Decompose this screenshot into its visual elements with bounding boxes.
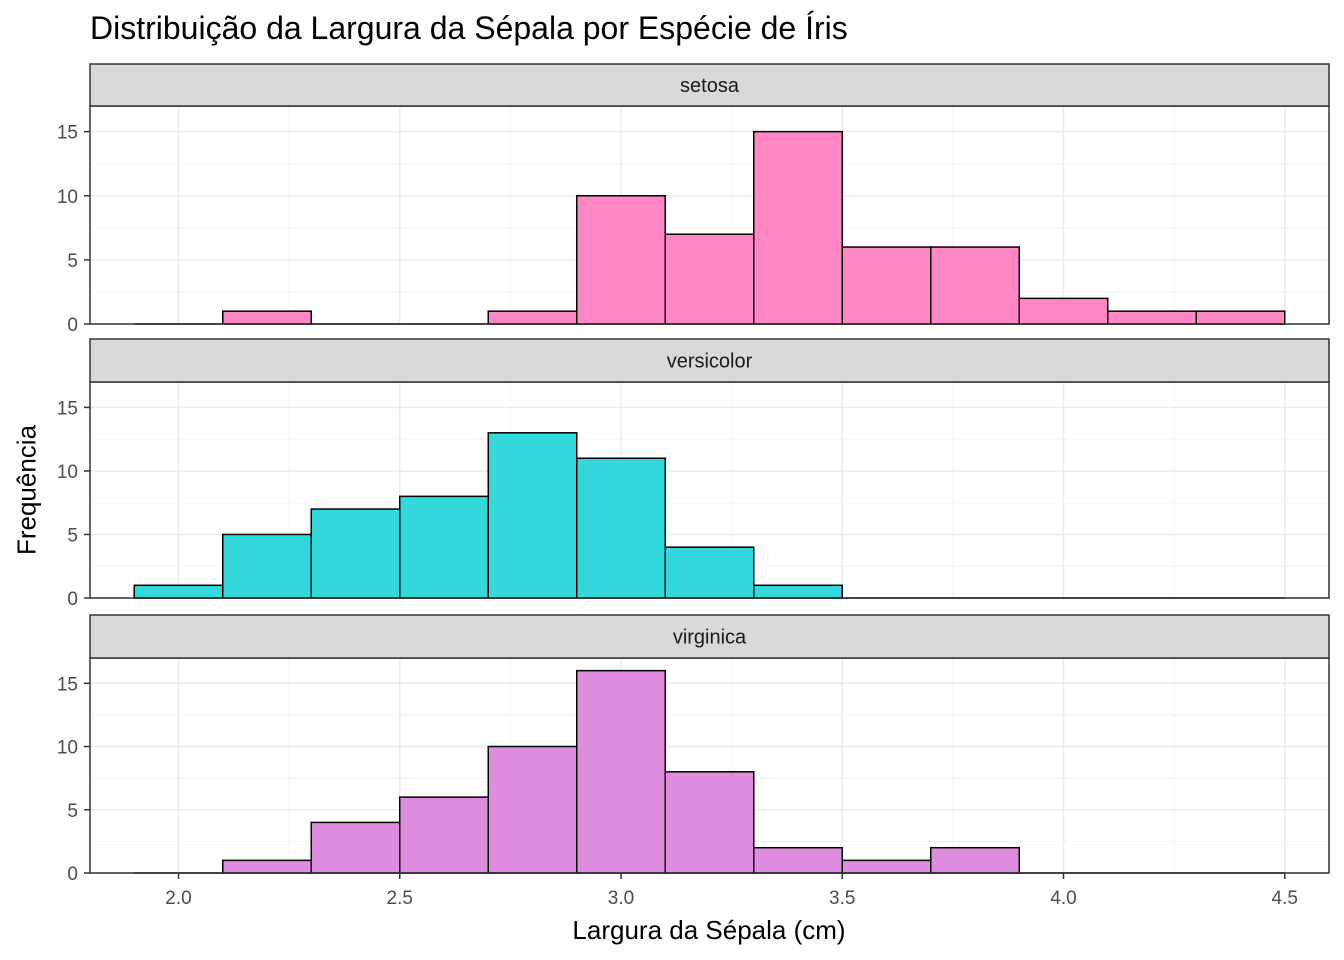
histogram-bar bbox=[487, 432, 578, 599]
x-tick-label: 2.5 bbox=[387, 888, 413, 909]
y-tick-label: 15 bbox=[57, 398, 78, 419]
histogram-bar bbox=[576, 669, 666, 874]
histogram-bar bbox=[664, 546, 755, 599]
y-tick-label: 15 bbox=[57, 123, 78, 144]
histogram-bar bbox=[753, 846, 843, 874]
y-tick-label: 5 bbox=[67, 251, 78, 272]
histogram-bar bbox=[1018, 297, 1109, 325]
histogram-bar bbox=[576, 195, 666, 325]
y-tick-label: 0 bbox=[67, 589, 78, 610]
histogram-bar bbox=[310, 821, 401, 874]
y-tick-label: 15 bbox=[57, 674, 78, 695]
facet-strip bbox=[89, 614, 1330, 659]
chart-title: Distribuição da Largura da Sépala por Es… bbox=[90, 10, 848, 46]
histogram-bar bbox=[399, 495, 489, 599]
histogram-bar bbox=[1107, 310, 1197, 325]
histogram-bar bbox=[222, 859, 312, 874]
y-tick-label: 10 bbox=[57, 462, 78, 483]
y-tick-label: 5 bbox=[67, 801, 78, 822]
histogram-bar bbox=[487, 745, 578, 874]
x-tick-label: 4.5 bbox=[1272, 888, 1298, 909]
x-tick-label: 3.0 bbox=[608, 888, 634, 909]
y-tick-label: 10 bbox=[57, 187, 78, 208]
histogram-bar bbox=[222, 310, 312, 325]
histogram-bar bbox=[576, 457, 666, 599]
histogram-bar bbox=[664, 233, 755, 325]
y-tick-label: 0 bbox=[67, 315, 78, 336]
y-tick-label: 10 bbox=[57, 738, 78, 759]
x-tick-label: 2.0 bbox=[165, 888, 191, 909]
histogram-bar bbox=[310, 508, 401, 599]
facet-strip-label: virginica bbox=[673, 627, 747, 649]
histogram-bar bbox=[930, 846, 1020, 874]
y-tick-label: 0 bbox=[67, 864, 78, 885]
histogram-bar bbox=[399, 796, 489, 874]
histogram-bar bbox=[664, 771, 755, 874]
histogram-bar bbox=[133, 584, 224, 599]
histogram-bar bbox=[930, 246, 1020, 325]
histogram-bar bbox=[222, 533, 312, 599]
facet-strip bbox=[89, 338, 1330, 383]
histogram-bar bbox=[841, 246, 932, 325]
histogram-bar bbox=[753, 130, 843, 325]
facet-strip-label: versicolor bbox=[667, 351, 753, 373]
y-tick-label: 5 bbox=[67, 525, 78, 546]
histogram-bar bbox=[753, 584, 843, 599]
x-tick-label: 3.5 bbox=[829, 888, 855, 909]
x-axis-label: Largura da Sépala (cm) bbox=[572, 915, 846, 945]
x-tick-label: 4.0 bbox=[1050, 888, 1076, 909]
histogram-bar bbox=[841, 859, 932, 874]
histogram-bar bbox=[1195, 310, 1286, 325]
histogram-bar bbox=[487, 310, 578, 325]
facet-strip bbox=[89, 63, 1330, 107]
facet-strip-label: setosa bbox=[680, 75, 740, 97]
